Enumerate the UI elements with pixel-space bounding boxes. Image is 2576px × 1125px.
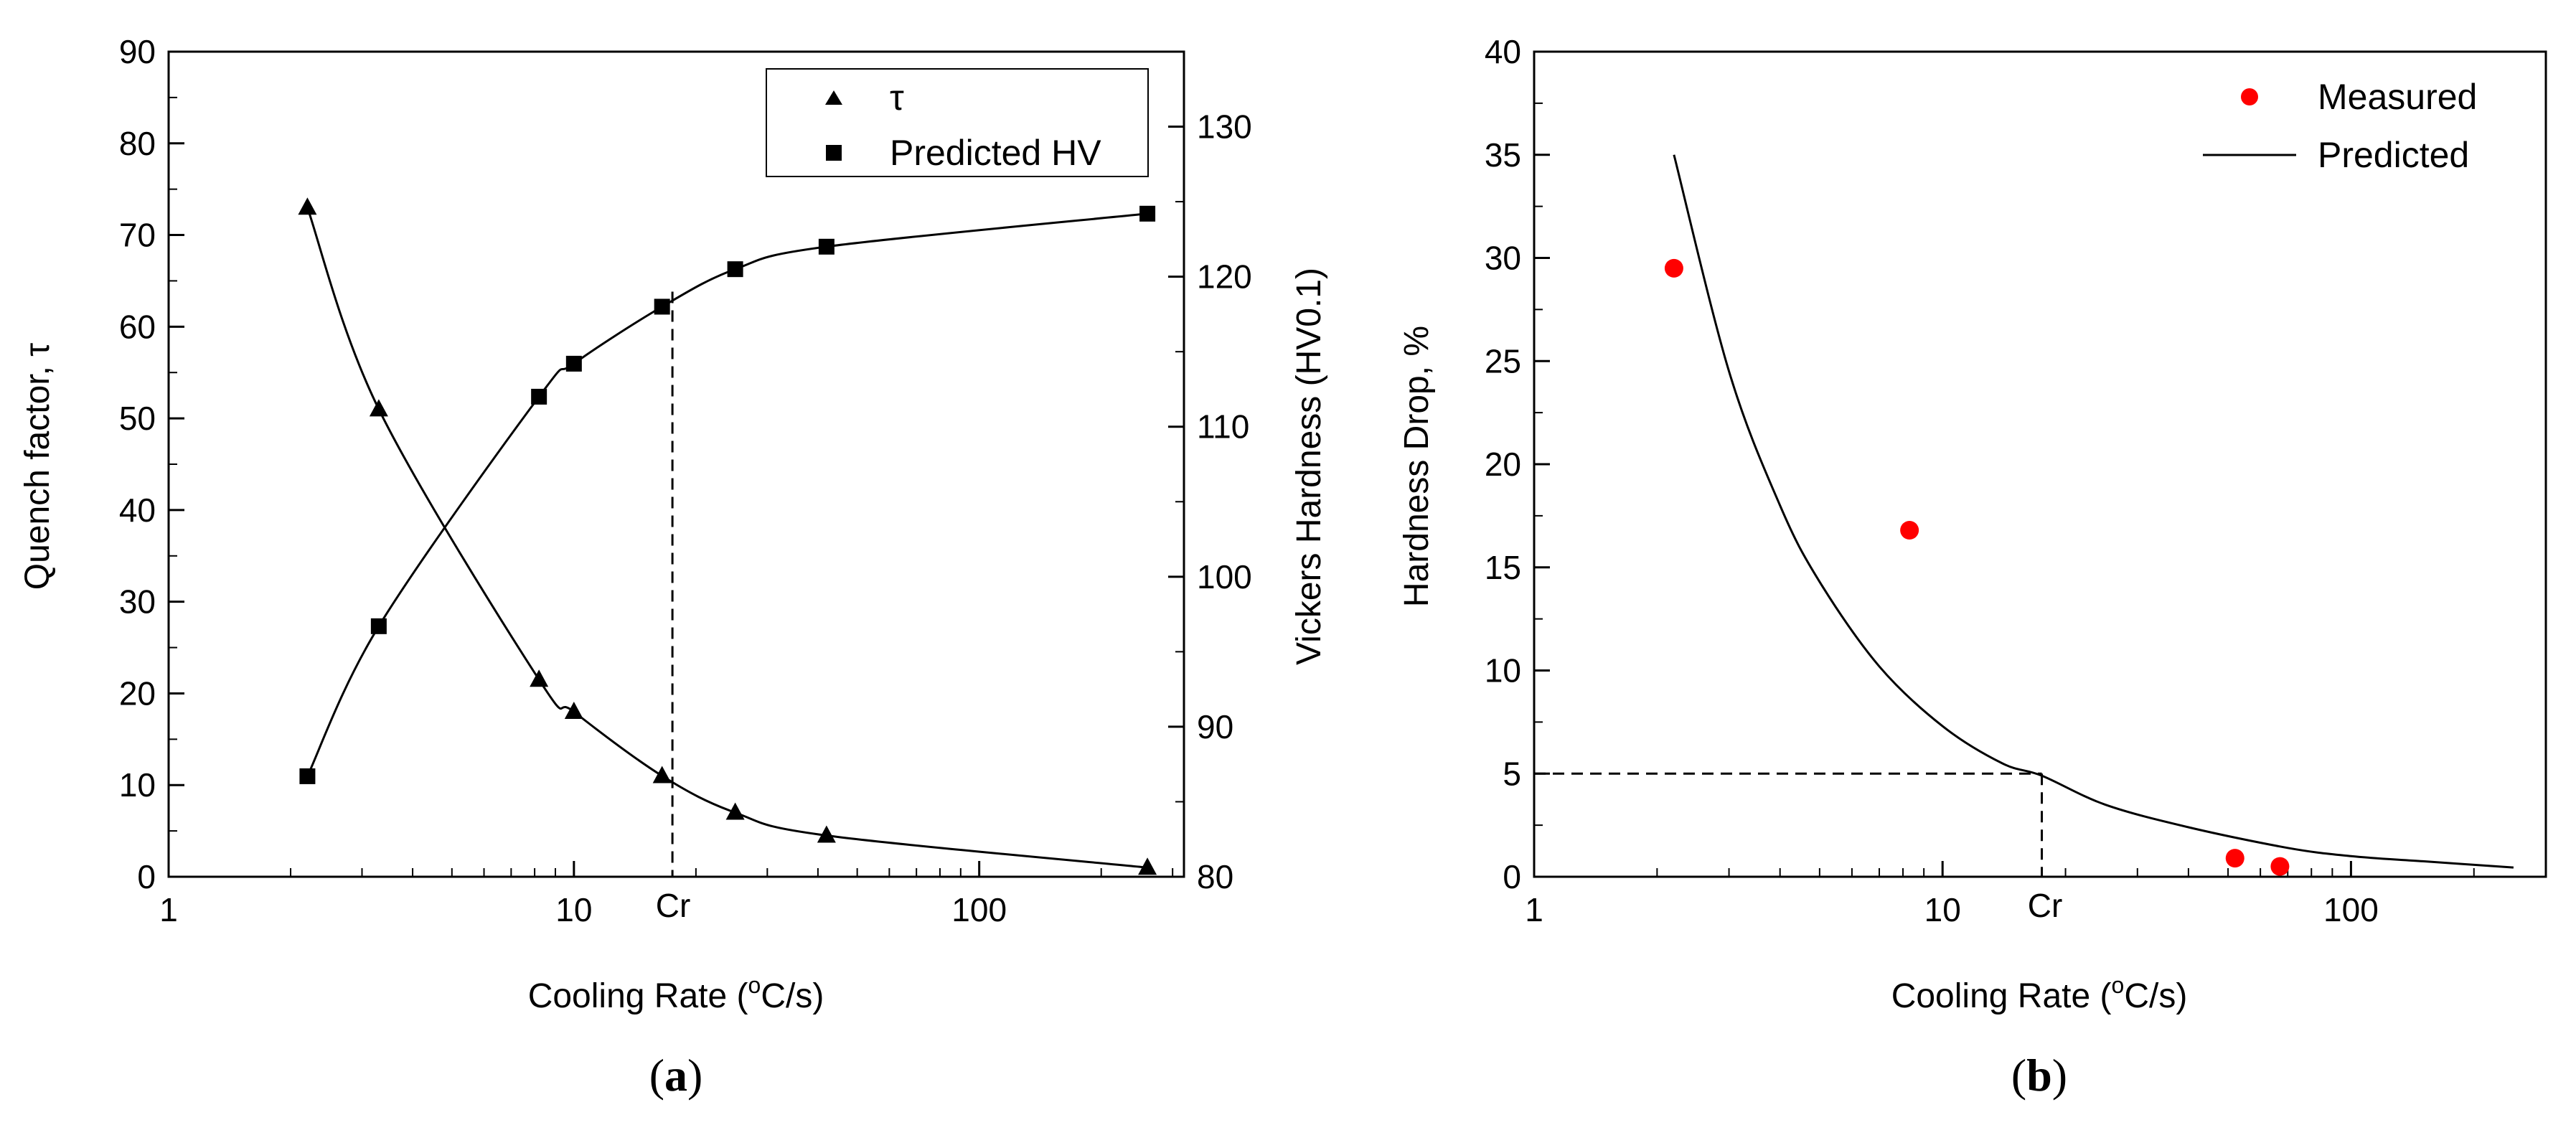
panel-b-measured-point — [1900, 521, 1919, 540]
panel-b-y-tick-label: 20 — [1485, 446, 1521, 483]
panel-b-marks — [1664, 258, 2290, 876]
panel-b-legend-circle-icon — [2241, 88, 2258, 105]
panel-a-left-y-tick-label: 0 — [137, 858, 156, 895]
panel-a-tau-point — [1138, 857, 1157, 875]
panel-b-y-ticks: 0 5 10 15 20 25 30 35 40 — [1485, 33, 1550, 895]
panel-a-cr-label: Cr — [656, 887, 691, 924]
panel-b-y-tick-label: 0 — [1503, 858, 1521, 895]
panel-a-x-label: Cooling Rate (oC/s) — [528, 972, 824, 1015]
panel-a-legend-triangle-icon — [825, 90, 842, 105]
panel-a-tau-point — [369, 399, 388, 417]
panel-a-hv-curve — [306, 212, 1148, 777]
panel-b-y-tick-label: 30 — [1485, 240, 1521, 277]
panel-a-hv-point — [654, 298, 670, 315]
panel-b-x-label-tail: C/s) — [2124, 977, 2187, 1015]
panel-b-y-tick-label: 25 — [1485, 342, 1521, 380]
panel-a-x-label-sup: o — [748, 972, 761, 998]
panel-b-y-tick-label: 5 — [1503, 755, 1521, 792]
panel-a-hv-point — [565, 355, 582, 372]
panel-b-y-tick-label: 10 — [1485, 652, 1521, 689]
panel-a-left-y-tick-label: 30 — [119, 583, 156, 621]
panel-a-y-ticks-right: 80 90 100 110 120 130 — [1168, 108, 1252, 895]
panel-b-cr-label: Cr — [2028, 887, 2063, 924]
panel-a-tau-point — [564, 702, 583, 719]
panel-a-right-y-tick-label: 120 — [1197, 258, 1252, 296]
panel-a-right-y-tick-label: 130 — [1197, 108, 1252, 146]
panel-a-tau-point — [530, 669, 549, 687]
panel-a-x-tick-label: 1 — [159, 891, 178, 928]
panel-a-tau-point — [725, 802, 745, 820]
panel-a-legend-square-icon — [826, 145, 842, 161]
panel-a-caption-letter: a — [664, 1050, 687, 1101]
panel-a-right-y-tick-label: 110 — [1197, 408, 1249, 446]
panel-a-hv-point — [1139, 205, 1156, 222]
panel-a-y-ticks-left: 0 10 20 30 40 50 60 70 80 90 — [119, 33, 184, 895]
panel-a-x-tick-label: 10 — [555, 891, 592, 928]
panel-b-y-tick-label: 40 — [1485, 33, 1521, 70]
panel-a-legend-label-tau: τ — [890, 77, 904, 118]
panel-a-legend: τ Predicted HV — [766, 68, 1149, 177]
panel-b-predicted-curve — [1673, 154, 2514, 869]
panel-b-x-label-sup: o — [2112, 972, 2125, 998]
panel-a-x-tick-label: 100 — [951, 891, 1007, 928]
panel-a-left-y-tick-label: 10 — [119, 766, 156, 804]
panel-b: 1 10 100 0 5 10 15 20 25 30 35 40 Hardness Drop, %… — [1398, 33, 2547, 1101]
panel-a-x-label-main: Cooling Rate ( — [528, 977, 748, 1015]
panel-a-curves — [306, 207, 1148, 877]
panel-a-left-y-tick-label: 20 — [119, 674, 156, 712]
panel-a-right-y-tick-label: 100 — [1197, 558, 1252, 596]
panel-a-hv-point — [818, 238, 835, 255]
panel-a-left-y-tick-label: 60 — [119, 308, 156, 345]
panel-a-hv-point — [727, 261, 743, 278]
panel-a-tau-point — [298, 197, 317, 215]
panel-b-measured-point — [2270, 857, 2290, 876]
panel-a-marks — [298, 197, 1157, 875]
panel-b-x-label: Cooling Rate (oC/s) — [1891, 972, 2188, 1015]
panel-b-x-tick-label: 100 — [2323, 891, 2379, 928]
panel-b-x-tick-label: 10 — [1924, 891, 1961, 928]
panel-b-caption: (b) — [2011, 1050, 2067, 1101]
panel-a-left-y-tick-label: 40 — [119, 491, 156, 529]
panel-b-legend-label-measured: Measured — [2318, 77, 2477, 117]
panel-b-y-tick-label: 35 — [1485, 136, 1521, 174]
panel-b-x-label-main: Cooling Rate ( — [1891, 977, 2112, 1015]
panel-b-x-ticks: 1 10 100 — [1525, 861, 2475, 928]
panel-a-x-ticks: 1 10 100 — [159, 861, 1174, 928]
panel-b-measured-point — [2225, 849, 2244, 868]
panel-a-right-y-tick-label: 80 — [1197, 858, 1233, 895]
panel-a-caption: (a) — [649, 1050, 703, 1101]
panel-a-x-label-tail: C/s) — [761, 977, 824, 1015]
panel-b-measured-point — [1664, 258, 1683, 278]
panel-a-y-right-label: Vickers Hardness (HV0.1) — [1290, 268, 1328, 665]
panel-a-left-y-tick-label: 70 — [119, 217, 156, 254]
panel-a-legend-label-hv: Predicted HV — [890, 133, 1101, 173]
panel-b-caption-letter: b — [2026, 1050, 2052, 1101]
panel-a-hv-point — [531, 388, 547, 405]
panel-a-tau-point — [652, 766, 672, 783]
panel-b-y-label: Hardness Drop, % — [1398, 326, 1436, 607]
panel-b-x-tick-label: 1 — [1525, 891, 1543, 928]
panel-a-y-left-label: Quench factor, τ — [19, 343, 57, 590]
panel-b-plot-frame — [1533, 50, 2547, 878]
panel-a-tau-point — [817, 825, 836, 843]
panel-b-legend: Measured Predicted — [2203, 77, 2477, 175]
panel-b-y-tick-label: 15 — [1485, 549, 1521, 586]
panel-a-left-y-tick-label: 80 — [119, 125, 156, 162]
panel-a-hv-point — [299, 768, 316, 784]
panel-a-right-y-tick-label: 90 — [1197, 708, 1233, 745]
panel-a-hv-point — [370, 618, 387, 634]
panel-b-legend-label-predicted: Predicted — [2318, 135, 2469, 175]
panel-a-tau-curve — [306, 207, 1148, 869]
panel-a-left-y-tick-label: 50 — [119, 400, 156, 437]
panel-b-curves — [1534, 154, 2514, 877]
panel-a-left-y-tick-label: 90 — [119, 33, 156, 70]
